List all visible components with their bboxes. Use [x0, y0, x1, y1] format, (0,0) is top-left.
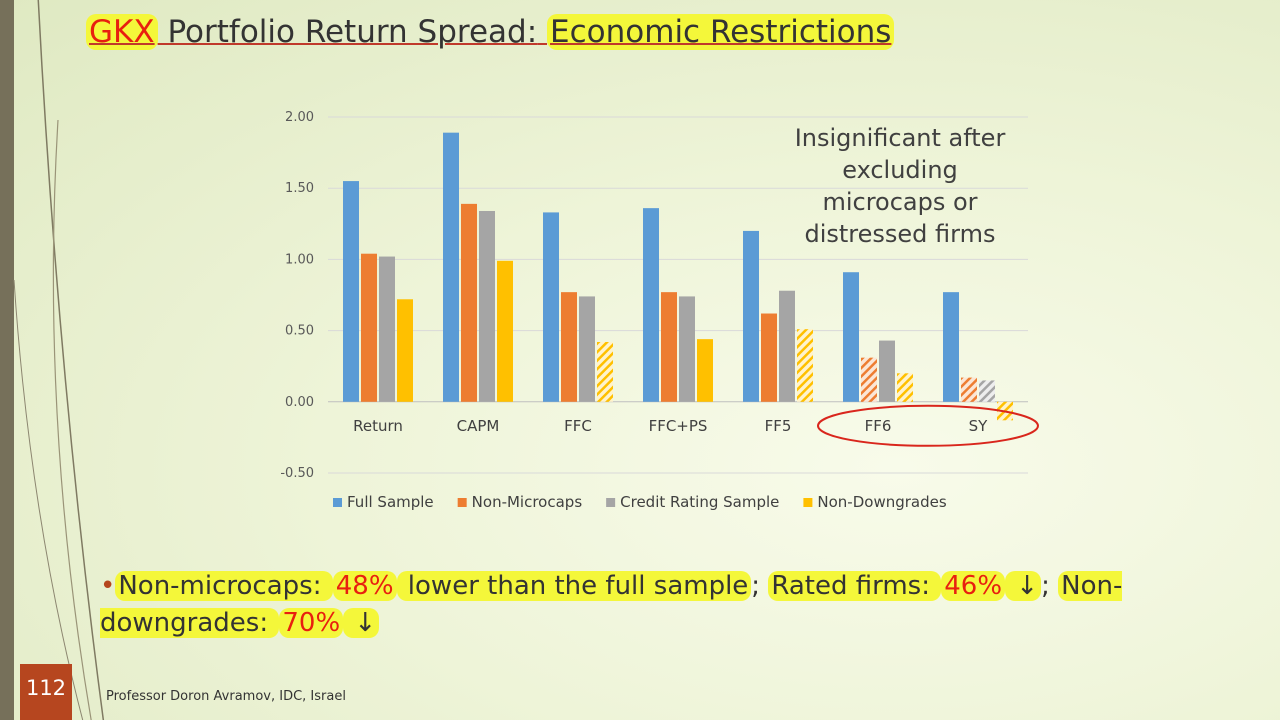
bullet-non-microcaps-label: Non-microcaps:	[115, 571, 333, 601]
bullet-separator: ;	[751, 571, 769, 601]
bar-non-microcaps-ffc	[561, 292, 577, 402]
legend-swatch	[803, 498, 813, 507]
chart-y-ticks: 2.00 1.50 1.00 0.50 0.00 -0.50	[280, 110, 314, 481]
bar-credit-rating-sample-ffc-ps	[679, 296, 695, 402]
chart-annotation: Insignificant after excluding microcaps …	[794, 124, 1006, 248]
bullet-rated-firms-label: Rated firms:	[768, 571, 942, 601]
bar-credit-rating-sample-ffc	[579, 296, 595, 402]
bar-non-downgrades-ff5	[797, 329, 813, 402]
bar-non-microcaps-capm	[461, 203, 477, 402]
bar-non-downgrades-capm	[497, 260, 513, 402]
x-tick-label: CAPM	[457, 417, 500, 435]
legend-label: Credit Rating Sample	[620, 493, 779, 511]
bar-full-sample-capm	[443, 132, 459, 402]
bar-non-microcaps-ff5	[761, 313, 777, 402]
y-tick-label: 1.00	[285, 252, 314, 267]
y-tick-label: 0.00	[285, 395, 314, 410]
bullet-lower-text: lower than the full sample	[396, 571, 752, 601]
circled-categories-marker	[817, 404, 1039, 447]
y-tick-label: 0.50	[285, 324, 314, 339]
bar-non-microcaps-ff6	[861, 357, 877, 402]
bullet-point: • Non-microcaps: 48% lower than the full …	[100, 568, 1250, 642]
chart-x-labels: Return CAPM FFC FFC+PS FF5 FF6 SY	[353, 417, 988, 435]
bar-full-sample-return	[343, 181, 359, 402]
bar-full-sample-ff6	[843, 272, 859, 402]
bar-credit-rating-sample-ff6	[879, 340, 895, 402]
bar-credit-rating-sample-ff5	[779, 290, 795, 402]
bar-chart: 2.00 1.50 1.00 0.50 0.00 -0.50 Return CAPM FFC F…	[280, 110, 1039, 511]
x-tick-label: FF5	[765, 417, 792, 435]
bar-non-downgrades-ffc-ps	[697, 339, 713, 402]
bar-full-sample-ff5	[743, 230, 759, 402]
legend-swatch	[606, 498, 616, 507]
slide-title: GKX Portfolio Return Spread: Economic Re…	[86, 14, 895, 50]
chart-bars	[343, 132, 1013, 421]
title-economic-restrictions: Economic Restrictions	[547, 14, 895, 50]
x-tick-label: FFC+PS	[649, 417, 708, 435]
bullet-pct-48: 48%	[332, 571, 397, 601]
y-tick-label: 2.00	[285, 110, 314, 125]
x-tick-label: Return	[353, 417, 403, 435]
legend-label: Non-Microcaps	[472, 493, 583, 511]
bullet-pct-46: 46%	[941, 571, 1006, 601]
footer-text: Professor Doron Avramov, IDC, Israel	[106, 689, 346, 704]
x-tick-label: SY	[969, 417, 989, 435]
bar-full-sample-ffc	[543, 212, 559, 402]
legend-swatch	[333, 498, 342, 507]
bar-non-microcaps-ffc-ps	[661, 292, 677, 402]
left-accent-bar	[0, 0, 14, 720]
bar-non-downgrades-ffc	[597, 341, 613, 402]
title-middle: Portfolio Return Spread:	[157, 14, 538, 50]
y-tick-label: 1.50	[285, 181, 314, 196]
bar-credit-rating-sample-return	[379, 256, 395, 402]
x-tick-label: FF6	[865, 417, 892, 435]
bar-credit-rating-sample-sy	[979, 380, 995, 402]
legend-label: Full Sample	[347, 493, 434, 511]
bar-non-microcaps-return	[361, 253, 377, 402]
bar-credit-rating-sample-capm	[479, 210, 495, 402]
y-tick-label: -0.50	[280, 466, 314, 481]
bullet-separator: ;	[1041, 571, 1050, 601]
bar-full-sample-ffc-ps	[643, 208, 659, 402]
chart-legend: Full Sample Non-Microcaps Credit Rating Sa…	[333, 493, 947, 511]
bar-non-microcaps-sy	[961, 377, 977, 402]
legend-label: Non-Downgrades	[817, 493, 946, 511]
bullet-dot: •	[100, 571, 116, 601]
x-tick-label: FFC	[564, 417, 592, 435]
bar-full-sample-sy	[943, 292, 959, 402]
slide-number: 112	[20, 664, 72, 720]
bar-non-downgrades-ff6	[897, 373, 913, 402]
legend-swatch	[457, 498, 467, 507]
bullet-arrow-down: ↓	[343, 608, 380, 638]
title-gkx: GKX	[86, 14, 158, 50]
bar-non-downgrades-return	[397, 299, 413, 402]
bullet-arrow-down: ↓	[1005, 571, 1042, 601]
bullet-pct-70: 70%	[279, 608, 344, 638]
